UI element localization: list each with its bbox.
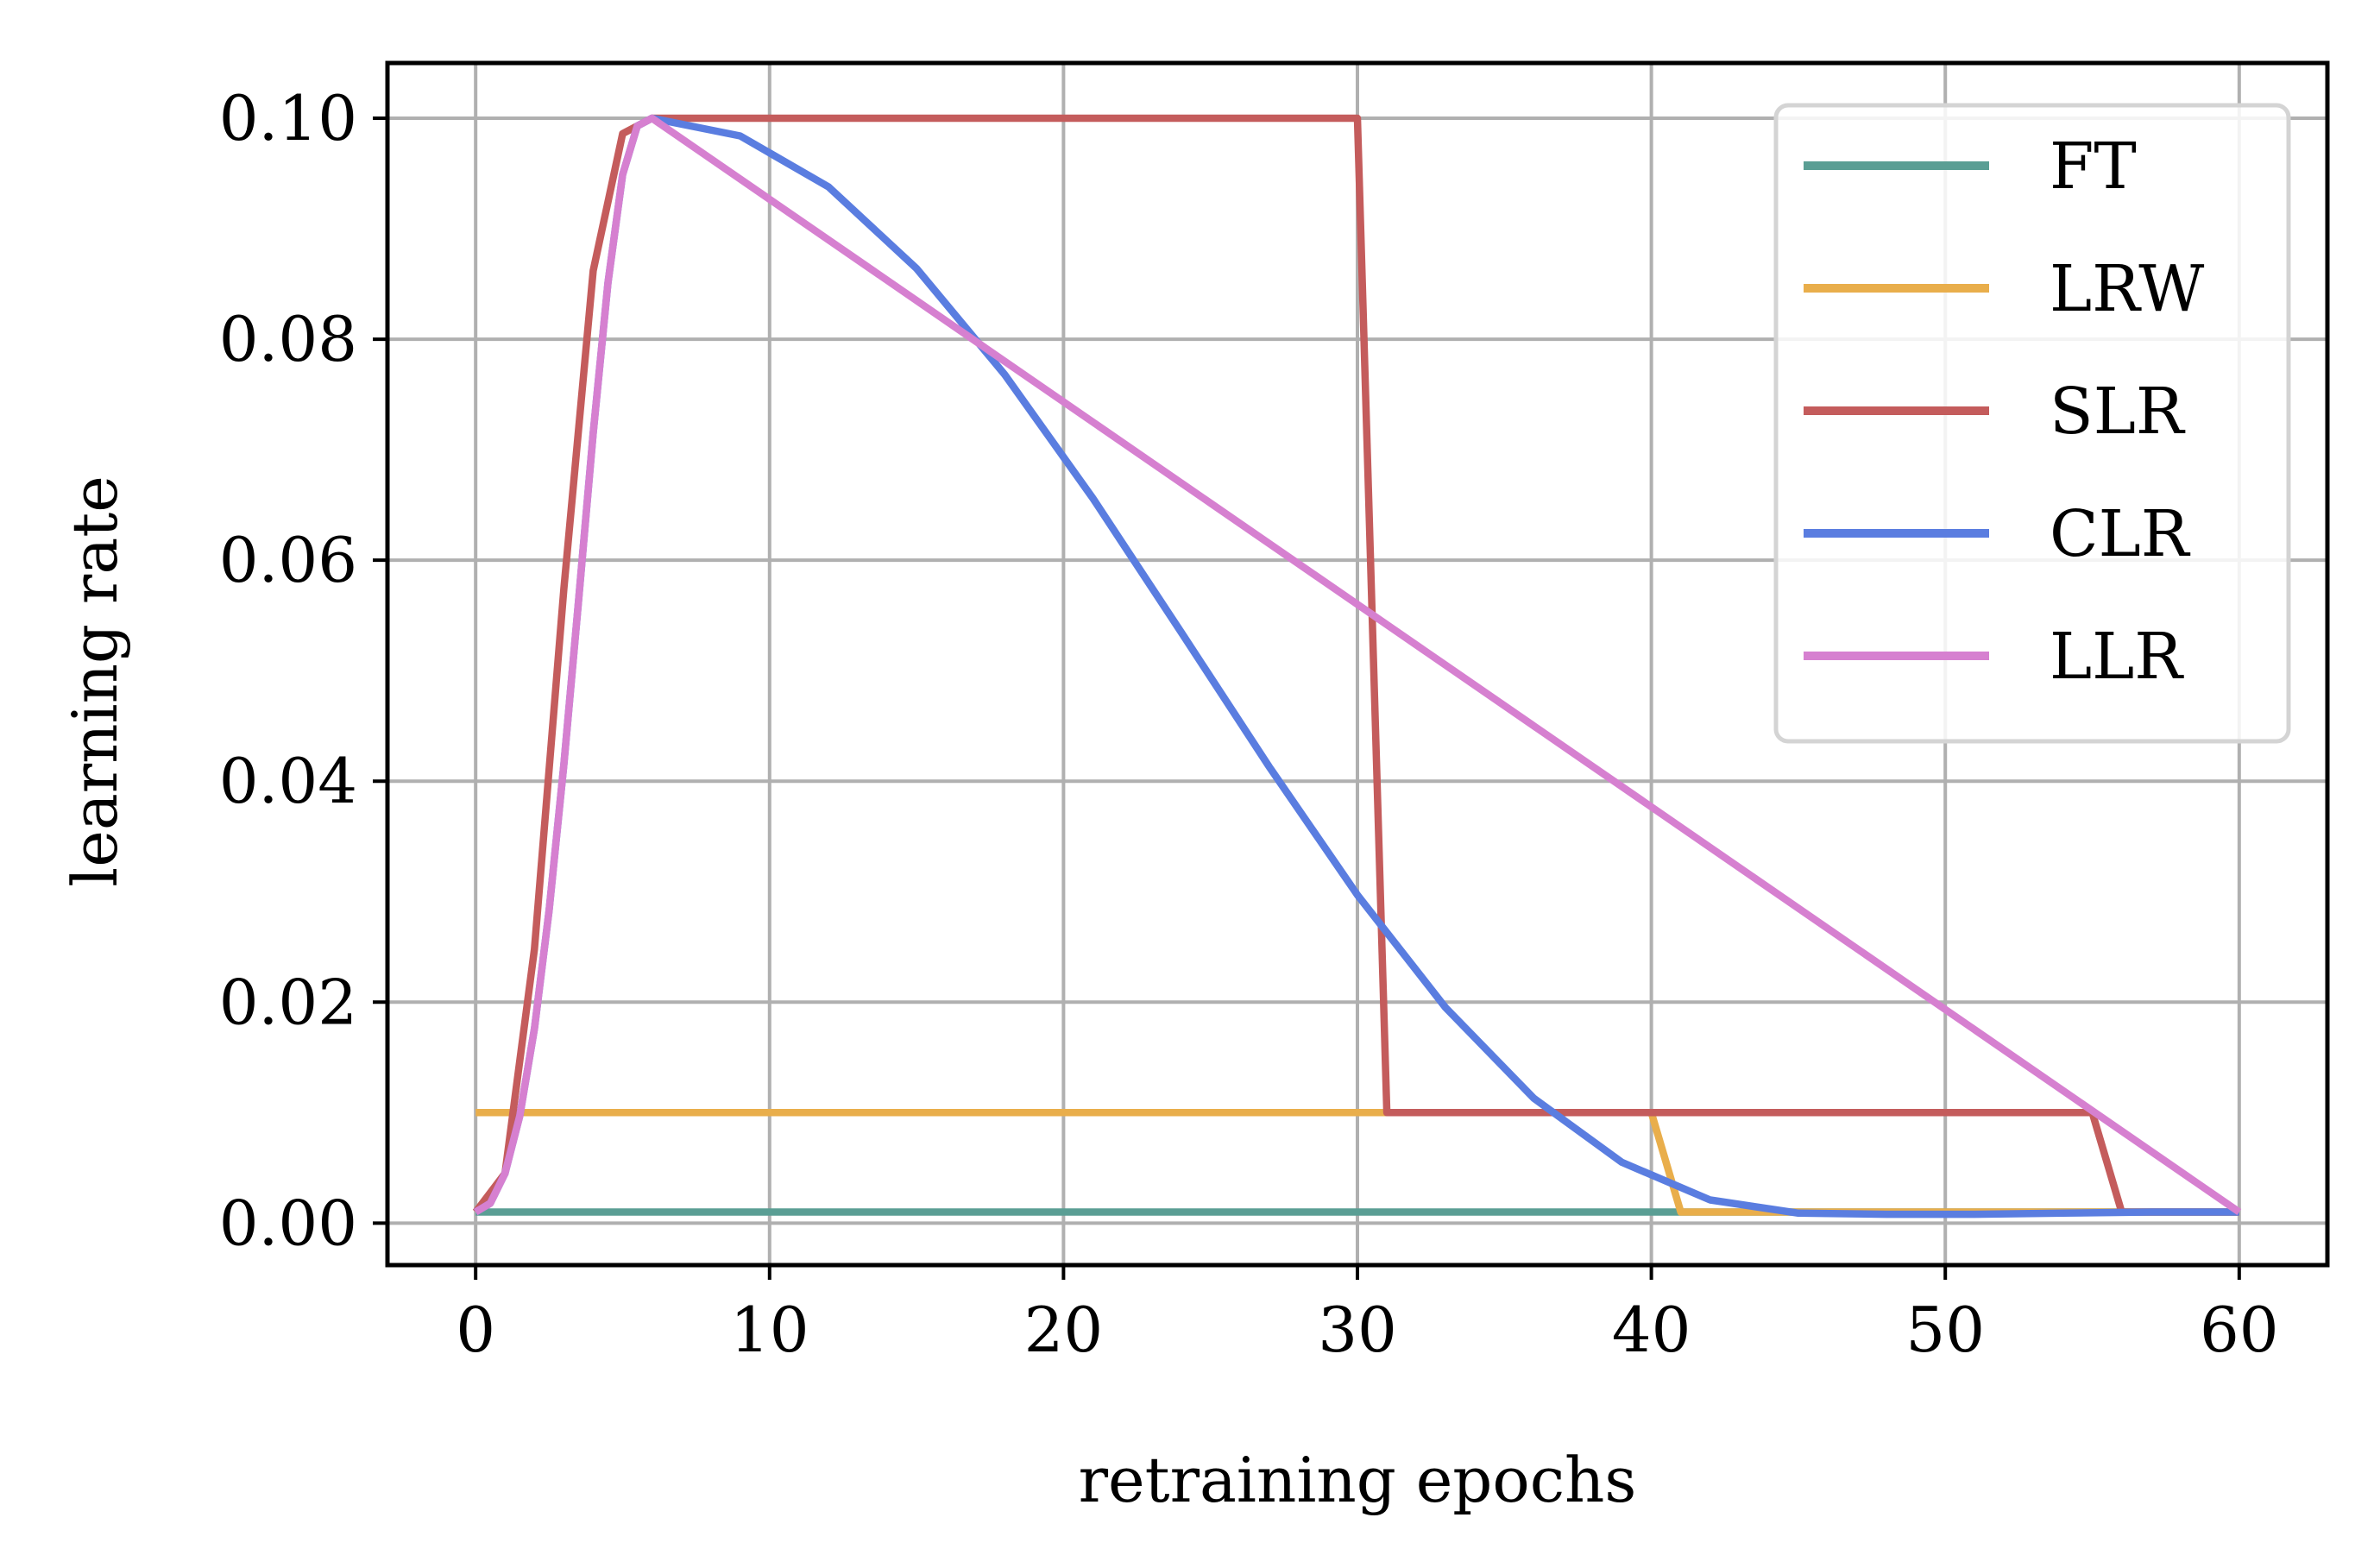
- x-tick-label-1: 10: [730, 1294, 809, 1366]
- y-tick-label-1: 0.02: [219, 966, 357, 1038]
- legend: FT LRW SLR CLR LLR: [1773, 103, 2291, 744]
- y-tick-label-0: 0.00: [219, 1187, 357, 1259]
- legend-label-ft: FT: [2050, 129, 2137, 204]
- series-group: [472, 114, 2242, 1219]
- legend-label-lrw: LRW: [2050, 252, 2204, 326]
- y-axis-label: learning rate: [59, 475, 131, 887]
- x-axis: 0 10 20 30 40 50 60: [456, 1265, 2279, 1366]
- y-axis: 0.00 0.02 0.04 0.06 0.08 0.10: [219, 82, 387, 1259]
- x-tick-label-3: 30: [1318, 1294, 1397, 1366]
- y-tick-label-3: 0.06: [219, 524, 357, 596]
- legend-label-slr: SLR: [2050, 375, 2186, 449]
- y-tick-label-5: 0.10: [219, 82, 357, 154]
- legend-box: [1773, 103, 2291, 744]
- x-tick-label-2: 20: [1024, 1294, 1104, 1366]
- legend-label-clr: CLR: [2050, 497, 2191, 571]
- x-tick-label-6: 60: [2200, 1294, 2279, 1366]
- x-tick-label-5: 50: [1905, 1294, 1985, 1366]
- legend-label-llr: LLR: [2050, 620, 2184, 694]
- y-tick-label-2: 0.04: [219, 745, 357, 817]
- y-tick-label-4: 0.08: [219, 303, 357, 375]
- x-tick-label-0: 0: [456, 1294, 495, 1366]
- x-tick-label-4: 40: [1612, 1294, 1691, 1366]
- x-axis-label: retraining epochs: [1079, 1444, 1637, 1516]
- series-line-llr: [474, 114, 2242, 1216]
